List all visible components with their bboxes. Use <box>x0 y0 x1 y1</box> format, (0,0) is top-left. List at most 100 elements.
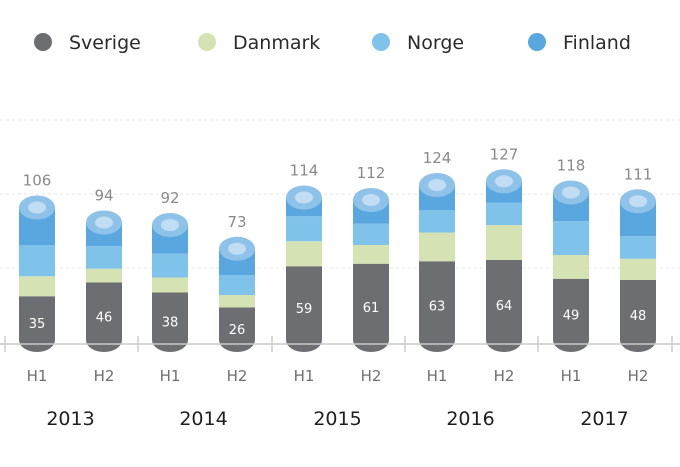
bar-segment-danmark <box>86 268 122 283</box>
bar-segment-danmark <box>19 276 55 297</box>
x-tick-label: H2 <box>94 367 115 385</box>
bar-segment-sverige <box>19 296 55 352</box>
bar-cap-highlight <box>28 201 46 214</box>
bar-total-label: 118 <box>557 157 586 175</box>
bar-value-label: 38 <box>162 315 179 330</box>
bar-total-label: 92 <box>160 189 179 207</box>
legend-swatch <box>34 33 52 51</box>
year-group-label: 2017 <box>580 408 628 430</box>
bar-value-label: 64 <box>496 299 513 314</box>
x-axis: H1 H2 H1 H2 H1 H2 H1 H2 H1 H2 2013 2014 2015 2016 2017 <box>0 336 680 430</box>
bar-total-label: 114 <box>290 162 319 180</box>
x-tick-label: H2 <box>227 367 248 385</box>
x-tick-label: H1 <box>294 367 315 385</box>
bar-segment-sverige <box>553 278 589 352</box>
bar-cap-highlight <box>629 195 647 208</box>
bar-cap-highlight <box>428 179 446 191</box>
bar-segment-sverige <box>620 280 656 352</box>
bar-cap-highlight <box>95 216 113 229</box>
bar-segment-norge <box>152 253 188 278</box>
legend-label: Sverige <box>69 32 141 54</box>
bar-value-label: 35 <box>29 317 46 332</box>
x-tick-label: H1 <box>27 367 48 385</box>
bar-total-label: 94 <box>94 187 113 205</box>
bar-value-label: 48 <box>630 309 647 324</box>
legend-item: Finland <box>528 32 631 54</box>
bar-stack: 106 35 <box>19 172 55 352</box>
bar-segment-norge <box>19 245 55 277</box>
legend-label: Norge <box>407 32 464 54</box>
bar-total-label: 73 <box>227 213 246 231</box>
bar-segment-danmark <box>353 245 389 264</box>
year-group-label: 2016 <box>446 408 494 430</box>
bar-total-label: 124 <box>423 149 452 167</box>
year-group-label: 2015 <box>313 408 361 430</box>
bar-segment-sverige <box>86 282 122 352</box>
bar-segment-norge <box>219 275 255 295</box>
bar-stack: 111 48 <box>620 165 656 352</box>
bar-cap-highlight <box>295 191 313 204</box>
bar-segment-sverige <box>219 307 255 352</box>
bar-total-label: 106 <box>23 172 52 190</box>
bar-segment-danmark <box>152 277 188 293</box>
x-tick-label: H2 <box>628 367 649 385</box>
bar-segment-danmark <box>553 255 589 279</box>
bar-segment-sverige <box>353 263 389 352</box>
x-tick-label: H1 <box>561 367 582 385</box>
bar-segment-norge <box>419 210 455 233</box>
bar-cap-highlight <box>562 186 580 199</box>
bar-segment-norge <box>553 221 589 255</box>
year-group-label: 2013 <box>46 408 94 430</box>
bar-segment-danmark <box>286 241 322 267</box>
bar-total-label: 111 <box>624 165 653 183</box>
bar-segment-danmark <box>486 225 522 260</box>
bar-segment-sverige <box>486 260 522 352</box>
bar-segment-danmark <box>219 295 255 308</box>
bar-value-label: 63 <box>429 300 446 315</box>
bar-stack: 124 63 <box>419 149 455 352</box>
legend-item: Norge <box>372 32 464 54</box>
bar-segment-danmark <box>419 232 455 262</box>
legend-item: Sverige <box>34 32 141 54</box>
bar-segment-danmark <box>620 258 656 280</box>
bar-total-label: 127 <box>490 145 519 163</box>
bar-segment-sverige <box>419 261 455 352</box>
bar-value-label: 46 <box>96 310 113 325</box>
bar-segment-norge <box>620 236 656 259</box>
legend-item: Danmark <box>198 32 320 54</box>
bar-stack: 73 26 <box>219 213 255 352</box>
x-tick-label: H1 <box>427 367 448 385</box>
bar-segment-norge <box>86 246 122 269</box>
bar-segment-norge <box>286 216 322 242</box>
bar-segment-sverige <box>286 266 322 352</box>
year-group-label: 2014 <box>179 408 227 430</box>
bar-segment-norge <box>486 202 522 225</box>
bars: 106 35 94 46 92 38 73 26 114 59 112 61 124 63 127 64 118… <box>19 145 656 352</box>
bar-value-label: 59 <box>296 302 313 317</box>
legend-label: Finland <box>563 32 631 54</box>
x-tick-label: H2 <box>494 367 515 385</box>
bar-stack: 118 49 <box>553 157 589 352</box>
bar-value-label: 61 <box>363 301 380 316</box>
bar-cap-highlight <box>228 242 246 255</box>
legend-swatch <box>198 33 216 51</box>
bar-stack: 94 46 <box>86 187 122 352</box>
bar-cap-highlight <box>161 219 179 231</box>
x-tick-label: H1 <box>160 367 181 385</box>
bar-stack: 92 38 <box>152 189 188 352</box>
bar-stack: 127 64 <box>486 145 522 352</box>
bar-cap-highlight <box>362 194 380 206</box>
legend-swatch <box>528 33 546 51</box>
bar-segment-norge <box>353 223 389 245</box>
legend-swatch <box>372 33 390 51</box>
bar-cap-highlight <box>495 175 513 188</box>
legend: Sverige Danmark Norge Finland <box>34 32 631 54</box>
bar-stack: 114 59 <box>286 162 322 352</box>
bar-stack: 112 61 <box>353 164 389 352</box>
bar-total-label: 112 <box>357 164 386 182</box>
bar-segment-sverige <box>152 292 188 352</box>
bar-value-label: 26 <box>229 323 246 338</box>
bar-value-label: 49 <box>563 308 580 323</box>
legend-label: Danmark <box>233 32 320 54</box>
